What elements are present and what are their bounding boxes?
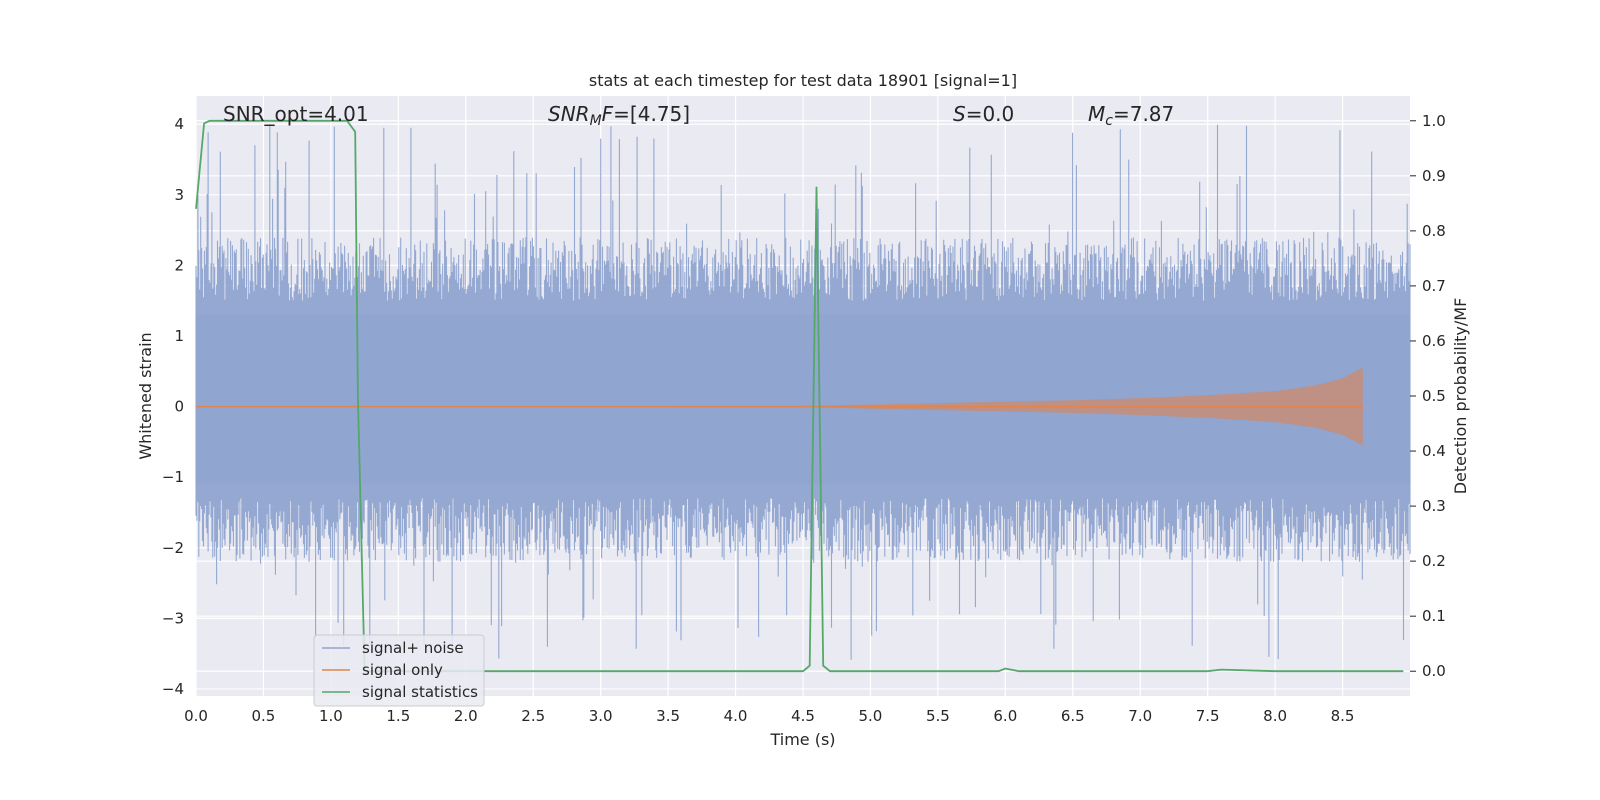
y-right-tick-label: 0.4 — [1422, 442, 1446, 460]
y-right-axis-label: Detection probability/MF — [1451, 298, 1470, 495]
legend: signal+ noise signal only signal statist… — [313, 634, 485, 707]
y-right-tick-label: 0.5 — [1422, 387, 1446, 405]
y-right-tick-label: 0.9 — [1422, 167, 1446, 185]
y-left-tick-label: −2 — [162, 539, 184, 557]
x-tick-label: 8.5 — [1331, 707, 1355, 725]
legend-label-signal-noise: signal+ noise — [362, 639, 464, 657]
x-tick-label: 4.5 — [791, 707, 815, 725]
y-right-axis-ticks: 1.0 0.9 0.8 0.7 0.6 0.5 0.4 0.3 0.2 0.1 0.0 — [1410, 112, 1446, 680]
x-axis-ticks: 0.0 0.5 1.0 1.5 2.0 2.5 3.0 3.5 4.0 4.5 5.0 5.5 6.0 6… — [184, 707, 1354, 725]
y-left-axis-ticks: 4 3 2 1 0 −1 −2 −3 −4 — [162, 115, 184, 698]
x-tick-label: 4.0 — [724, 707, 748, 725]
x-tick-label: 7.5 — [1196, 707, 1220, 725]
y-left-tick-label: 1 — [174, 327, 184, 345]
y-left-tick-label: 0 — [174, 398, 184, 416]
y-right-tick-label: 0.1 — [1422, 607, 1446, 625]
y-right-tick-label: 0.6 — [1422, 332, 1446, 350]
y-left-tick-label: −4 — [162, 680, 184, 698]
x-tick-label: 6.5 — [1061, 707, 1085, 725]
x-tick-label: 1.5 — [386, 707, 410, 725]
x-tick-label: 3.0 — [589, 707, 613, 725]
y-right-tick-label: 0.2 — [1422, 552, 1446, 570]
x-axis-label: Time (s) — [769, 730, 835, 749]
annotation-snr-mf: SNRMF=[4.75] — [548, 102, 690, 129]
y-right-tick-label: 0.3 — [1422, 497, 1446, 515]
legend-label-signal-statistics: signal statistics — [362, 683, 478, 701]
legend-label-signal-only: signal only — [362, 661, 443, 679]
annotation-mc: Mc=7.87 — [1088, 102, 1174, 129]
x-tick-label: 8.0 — [1263, 707, 1287, 725]
x-tick-label: 2.0 — [454, 707, 478, 725]
x-tick-label: 2.5 — [521, 707, 545, 725]
x-tick-label: 7.0 — [1128, 707, 1152, 725]
y-left-tick-label: −1 — [162, 468, 184, 486]
x-tick-label: 0.0 — [184, 707, 208, 725]
legend-box — [313, 634, 485, 707]
x-tick-label: 5.0 — [859, 707, 883, 725]
y-right-tick-label: 0.0 — [1422, 662, 1446, 680]
annotation-s: S=0.0 — [953, 102, 1014, 126]
y-right-tick-label: 1.0 — [1422, 112, 1446, 130]
x-tick-label: 3.5 — [656, 707, 680, 725]
y-right-tick-label: 0.7 — [1422, 277, 1446, 295]
signal-statistics-line — [195, 119, 1404, 673]
y-left-tick-label: −3 — [162, 609, 184, 627]
signal-only-series — [196, 367, 1363, 446]
x-tick-label: 1.0 — [319, 707, 343, 725]
x-tick-label: 0.5 — [252, 707, 276, 725]
y-left-axis-label: Whitened strain — [136, 332, 155, 459]
annotation-snr-opt: SNR_opt=4.01 — [223, 102, 369, 126]
y-left-tick-label: 3 — [174, 186, 184, 204]
x-tick-label: 5.5 — [926, 707, 950, 725]
signal-statistics-series — [195, 119, 1404, 673]
x-tick-label: 6.0 — [993, 707, 1017, 725]
y-left-tick-label: 2 — [174, 256, 184, 274]
y-right-tick-label: 0.8 — [1422, 222, 1446, 240]
y-left-tick-label: 4 — [174, 115, 184, 133]
chart-title: stats at each timestep for test data 189… — [589, 71, 1017, 90]
